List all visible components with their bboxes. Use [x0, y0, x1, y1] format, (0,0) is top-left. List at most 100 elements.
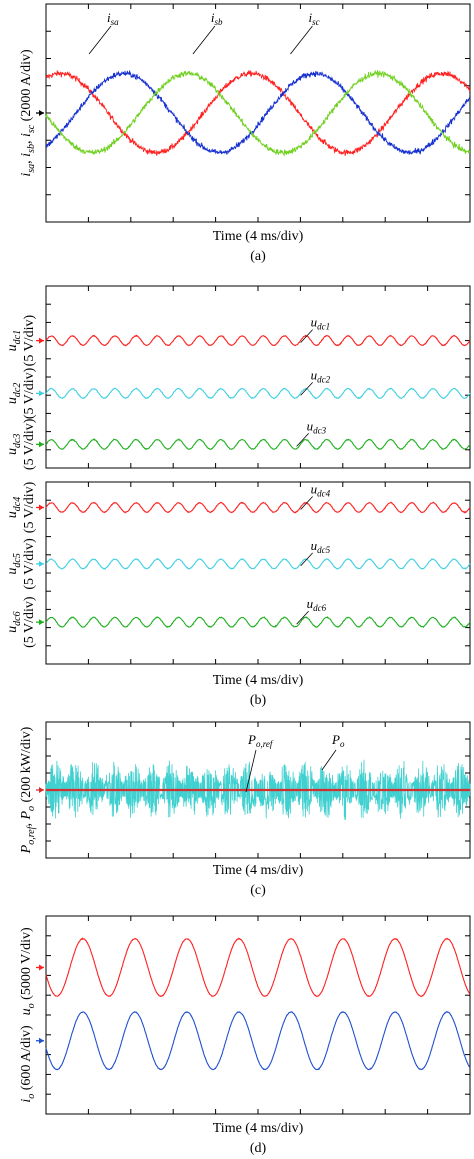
label-i_sc-sub: sc	[312, 17, 320, 27]
d-ylabel-usub: o	[26, 1003, 37, 1008]
leader-P_o	[321, 749, 337, 771]
label-P_o_ref-sub: o,ref	[256, 739, 274, 749]
ylabel-unit-u_dc1: (5 V/div)	[22, 315, 37, 367]
panel-d-xlabel: Time (4 ms/div)	[213, 1121, 304, 1136]
a-ylabel-i1: i	[19, 173, 34, 177]
label-u_dc5: udc5	[311, 538, 331, 555]
label-u_dc5-sub: dc5	[317, 545, 330, 555]
ylabel-unit-u_dc2: (5 V/div)	[22, 367, 37, 419]
ylabel-base: u	[5, 344, 20, 351]
label-i_sa-sub: sa	[111, 17, 120, 27]
label-u_dc3-base: u	[307, 418, 314, 433]
series-u_dc3	[45, 438, 471, 451]
ylabel-u_dc5: udc5	[5, 553, 23, 574]
label-i_sa-base: i	[107, 10, 111, 25]
panel-b2-ticks	[46, 482, 470, 664]
leader-u_dc5	[300, 552, 313, 567]
series-u_dc5-ground-marker	[39, 560, 44, 567]
panel-c-power: Po,ref Po Time (4 ms/div) (c) Po,ref, Po …	[19, 721, 471, 898]
ylabel-sub: dc3	[12, 434, 23, 448]
ylabel-base: u	[5, 568, 20, 575]
ylabel-sub: dc1	[12, 330, 23, 344]
panel-b-xlabel: Time (4 ms/div)	[213, 673, 304, 688]
ylabel-base: u	[5, 511, 20, 518]
a-ylabel-sub1: sa	[26, 164, 37, 173]
label-u_dc1-sub: dc1	[317, 322, 330, 332]
series-u_dc2-ground-marker	[39, 390, 44, 397]
label-u_dc6-sub: dc6	[313, 603, 326, 613]
a-ylabel-sep2: ,	[19, 137, 34, 144]
label-u_dc4-sub: dc4	[317, 488, 330, 498]
series-P_o_ref-ground-marker	[39, 787, 44, 793]
panel-a-series	[45, 69, 471, 157]
ylabel-u_dc4: udc4	[5, 497, 23, 518]
series-i_sa	[45, 70, 471, 156]
series-u_o	[45, 937, 471, 998]
panel-a-phase-currents: isa isb isc Time (4 ms/div) (a) isa, isb, …	[19, 3, 471, 264]
series-u_dc6-ground-marker	[39, 619, 44, 626]
panel-a-series-labels: isa isb isc	[88, 10, 320, 55]
leader-i_sc	[290, 25, 313, 55]
c-ylabel-p2: P	[19, 811, 34, 821]
a-ylabel-sub2: sb	[26, 144, 37, 153]
ylabel-unit-u_dc4: (5 V/div)	[22, 481, 37, 533]
a-ylabel-unit: (2000 A/div)	[19, 49, 34, 125]
ylabel-sub: dc6	[12, 611, 23, 625]
d-ylabel-iunit: (600 A/div)	[19, 1025, 34, 1094]
c-ylabel-sub1: o,ref	[26, 825, 37, 844]
series-i_sb	[45, 70, 471, 155]
ylabel-u_dc2: udc2	[5, 383, 23, 404]
leader-u_dc1	[300, 329, 313, 343]
series-u_dc1	[45, 334, 471, 347]
panel-a-ground-marker	[39, 110, 44, 116]
ylabel-sub: dc5	[12, 553, 23, 567]
panel-d-frame	[45, 915, 471, 1115]
d-ylabel-uunit: (5000 V/div)	[19, 927, 34, 1003]
label-u_dc6: udc6	[307, 596, 327, 613]
a-ylabel-i3: i	[19, 133, 34, 137]
label-u_dc2: udc2	[311, 367, 331, 384]
series-i_sc	[45, 69, 471, 157]
panel-a-xlabel: Time (4 ms/div)	[213, 229, 304, 244]
label-P_o: Po	[331, 732, 345, 749]
ylabel-unit-u_dc6: (5 V/div)	[22, 596, 37, 648]
label-i_sa: isa	[107, 10, 119, 27]
label-P_o-sub: o	[340, 739, 345, 749]
panel-c-series-labels: Po,ref Po	[245, 732, 345, 793]
panel-c-series	[36, 759, 471, 820]
panel-b-caption: (b)	[250, 693, 267, 708]
series-i_o-ground-marker	[39, 1037, 44, 1044]
leader-u_dc6	[296, 610, 309, 625]
label-i_sc-base: i	[308, 10, 312, 25]
a-ylabel-sep1: ,	[19, 157, 34, 164]
label-u_dc4-base: u	[311, 481, 318, 496]
label-i_sb-sub: sb	[215, 17, 224, 27]
label-P_o_ref: Po,ref	[247, 732, 274, 749]
panel-d-series	[36, 937, 471, 1071]
label-u_dc3-sub: dc3	[313, 425, 326, 435]
series-u_dc4-ground-marker	[39, 504, 44, 511]
label-u_dc1: udc1	[311, 315, 331, 332]
d-ylabel-u: u	[19, 1008, 34, 1015]
label-P_o_ref-base: P	[247, 732, 256, 747]
panel-c-ylabel: Po,ref, Po (200 kW/div)	[19, 726, 37, 854]
series-u_dc3-ground-marker	[39, 441, 44, 448]
panel-a-caption: (a)	[250, 249, 266, 264]
panel-b1-ticks	[46, 286, 470, 468]
a-ylabel-sub3: sc	[26, 124, 37, 133]
label-u_dc1-base: u	[311, 315, 318, 330]
label-u_dc5-base: u	[311, 538, 318, 553]
d-ylabel-i: i	[19, 1099, 34, 1103]
panel-c-ticks	[46, 722, 470, 858]
label-u_dc2-sub: dc2	[317, 374, 330, 384]
ylabel-unit-u_dc5: (5 V/div)	[22, 538, 37, 590]
d-ylabel-isub: o	[26, 1094, 37, 1099]
label-i_sb-base: i	[211, 10, 215, 25]
label-i_sb: isb	[211, 10, 223, 27]
a-ylabel-i2: i	[19, 153, 34, 157]
panel-c-xlabel: Time (4 ms/div)	[213, 863, 304, 878]
